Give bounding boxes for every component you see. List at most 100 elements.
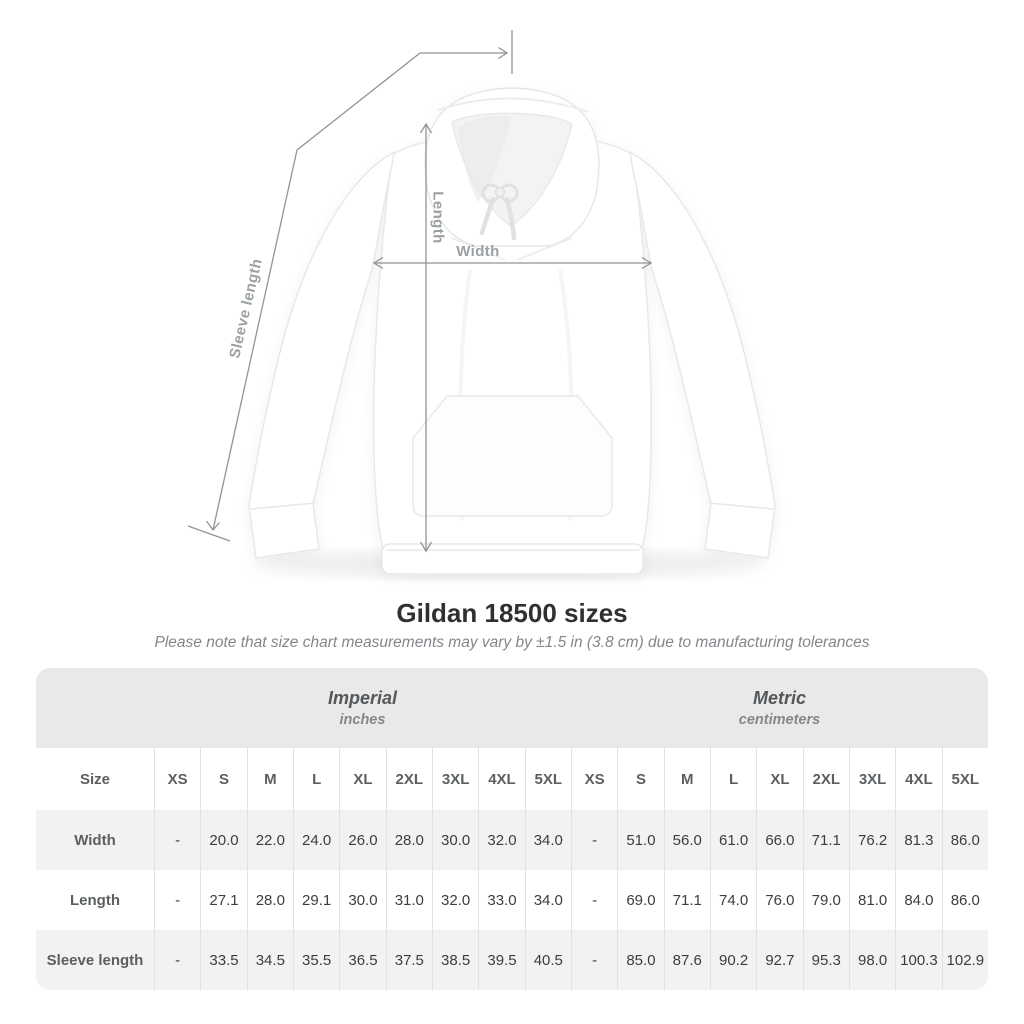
sleeve-diagonal-upper	[296, 52, 421, 151]
value-cell: 26.0	[339, 810, 386, 870]
size-table: Imperial inches Metric centimeters Size …	[36, 668, 988, 990]
row-label-cell: Sleeve length	[36, 930, 154, 990]
value-cell: 84.0	[895, 870, 942, 930]
value-cell: 39.5	[478, 930, 525, 990]
value-cell: 71.1	[802, 810, 849, 870]
value-cell: 34.5	[246, 930, 293, 990]
length-arrowhead-top	[419, 122, 433, 134]
value-cell: 81.0	[848, 870, 896, 930]
value-cell: 27.1	[200, 870, 247, 930]
value-cell: 35.5	[292, 930, 340, 990]
col-header-cell: M	[663, 748, 710, 810]
row-label-cell: Length	[36, 870, 154, 930]
hoodie-hem-band	[381, 543, 644, 575]
value-cell: -	[154, 810, 201, 870]
hoodie-measurement-diagram: Width Length Sleeve length	[187, 30, 776, 578]
value-cell: 22.0	[246, 810, 293, 870]
hood-top-seam	[437, 97, 589, 113]
page-subtitle: Please note that size chart measurements…	[154, 634, 870, 651]
hoodie-illustration	[187, 30, 776, 578]
imperial-group-header: Imperial inches	[154, 668, 571, 748]
value-cell: 69.0	[617, 870, 664, 930]
value-cell: 34.0	[524, 810, 571, 870]
value-cell: 34.0	[524, 870, 571, 930]
value-cell: 61.0	[709, 810, 757, 870]
width-measure-label: Width	[456, 243, 500, 260]
width-arrowhead-left	[372, 256, 384, 270]
col-header-cell: 2XL	[802, 748, 849, 810]
value-cell: 79.0	[802, 870, 849, 930]
value-cell: 86.0	[941, 810, 988, 870]
col-header-cell: 3XL	[848, 748, 896, 810]
col-header-cell: L	[709, 748, 757, 810]
cuff-seam-left	[250, 502, 316, 510]
row-label-cell: Width	[36, 810, 154, 870]
value-cell: 29.1	[292, 870, 340, 930]
drawstring-tail-left	[479, 196, 496, 236]
value-cell: 20.0	[200, 810, 247, 870]
size-column-header: Size	[36, 748, 154, 810]
table-row-sleeve-length: Sleeve length - 33.5 34.5 35.5 36.5 37.5…	[36, 930, 988, 990]
value-cell: 31.0	[385, 870, 432, 930]
metric-title: Metric	[752, 688, 806, 709]
value-cell: 95.3	[802, 930, 849, 990]
value-cell: 87.6	[663, 930, 710, 990]
col-header-cell: 3XL	[431, 748, 479, 810]
value-cell: 74.0	[709, 870, 757, 930]
table-row-length: Length - 27.1 28.0 29.1 30.0 31.0 32.0 3…	[36, 870, 988, 930]
value-cell: -	[570, 870, 618, 930]
value-cell: 37.5	[385, 930, 432, 990]
value-cell: 98.0	[848, 930, 896, 990]
col-header-cell: XS	[570, 748, 618, 810]
col-header-cell: XL	[339, 748, 386, 810]
value-cell: 30.0	[431, 810, 479, 870]
value-cell: 92.7	[756, 930, 803, 990]
value-cell: 32.0	[478, 810, 525, 870]
col-header-cell: 5XL	[941, 748, 988, 810]
hood-inner-shade	[458, 115, 511, 202]
col-header-cell: S	[200, 748, 247, 810]
value-cell: -	[154, 870, 201, 930]
value-cell: 66.0	[756, 810, 803, 870]
length-measure-label: Length	[429, 191, 447, 244]
value-cell: 30.0	[339, 870, 386, 930]
col-header-cell: 4XL	[478, 748, 525, 810]
size-header-row: Size XS S M L XL 2XL 3XL 4XL 5XL XS S M …	[36, 748, 988, 810]
value-cell: 76.0	[756, 870, 803, 930]
value-cell: 56.0	[663, 810, 710, 870]
table-row-width: Width - 20.0 22.0 24.0 26.0 28.0 30.0 32…	[36, 810, 988, 870]
measurement-arrows	[187, 30, 653, 553]
value-cell: 33.0	[478, 870, 525, 930]
value-cell: 36.5	[339, 930, 386, 990]
value-cell: 85.0	[617, 930, 664, 990]
col-header-cell: S	[617, 748, 664, 810]
neck-seam-left	[451, 237, 506, 261]
hoodie-sleeve-left	[248, 150, 395, 559]
imperial-title: Imperial	[327, 688, 397, 709]
hoodie-sleeve-right	[629, 150, 776, 559]
value-cell: 100.3	[895, 930, 942, 990]
value-cell: -	[570, 810, 618, 870]
value-cell: 32.0	[431, 870, 479, 930]
metric-group-header: Metric centimeters	[570, 668, 988, 748]
value-cell: 24.0	[292, 810, 340, 870]
sleeve-arrowhead-bottom	[205, 520, 220, 532]
value-cell: 71.1	[663, 870, 710, 930]
hoodie-pocket	[412, 395, 613, 517]
value-cell: 51.0	[617, 810, 664, 870]
col-header-cell: XS	[154, 748, 201, 810]
value-cell: 33.5	[200, 930, 247, 990]
value-cell: -	[570, 930, 618, 990]
value-cell: 86.0	[941, 870, 988, 930]
value-cell: 102.9	[941, 930, 988, 990]
drawstring-tail-right	[504, 196, 517, 241]
col-header-cell: 4XL	[895, 748, 942, 810]
value-cell: 90.2	[709, 930, 757, 990]
value-cell: 28.0	[246, 870, 293, 930]
page-title: Gildan 18500 sizes	[396, 598, 628, 628]
neck-seam-right	[516, 237, 573, 261]
value-cell: -	[154, 930, 201, 990]
drawstring-knot	[494, 186, 506, 198]
band-spacer	[36, 668, 154, 748]
cuff-seam-right	[708, 502, 774, 510]
